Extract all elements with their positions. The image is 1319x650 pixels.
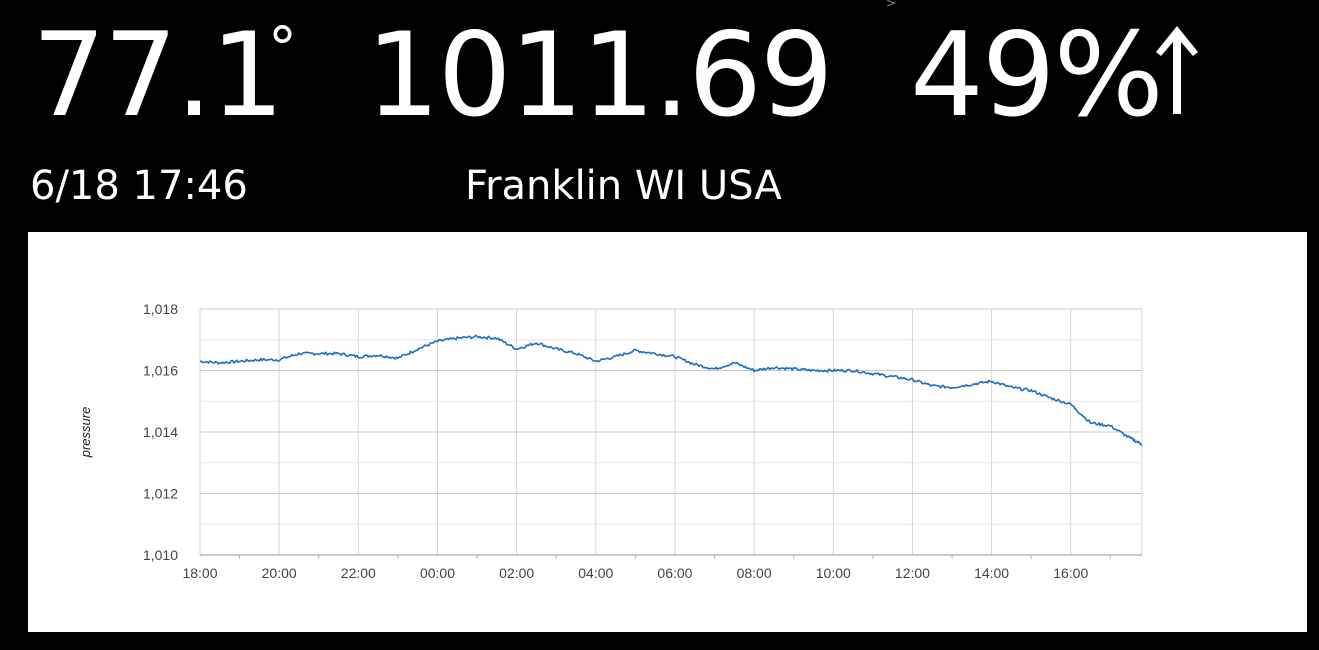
x-tick-label: 18:00 [182,565,217,581]
pressure-series-line [199,334,1143,446]
x-tick-label: 16:00 [1053,565,1088,581]
pressure-value: 1011.69 [366,8,834,143]
chart-grid [199,308,1143,556]
datetime-label: 6/18 17:46 [30,163,248,209]
x-tick-label: 10:00 [816,565,851,581]
temperature-value: 77.1 [32,8,284,143]
y-tick-label: 1,016 [143,363,178,379]
x-tick-label: 22:00 [341,565,376,581]
pressure-chart-panel: 1,010 1,012 1,014 1,016 1,018 18:00 20:00 22:00… [28,232,1307,632]
x-tick-label: 14:00 [974,565,1009,581]
chart-series [199,334,1143,446]
arrow-up-icon [1156,26,1198,114]
degree-symbol: ° [268,14,297,82]
x-tick-label: 06:00 [657,565,692,581]
pressure-chart: 1,010 1,012 1,014 1,016 1,018 18:00 20:00 22:00… [78,301,1143,581]
y-tick-label: 1,014 [143,424,178,440]
humidity-value: 49% [910,8,1164,143]
x-tick-label: 02:00 [499,565,534,581]
top-mark: > [886,0,897,10]
y-tick-label: 1,012 [143,486,178,502]
chart-axes: 1,010 1,012 1,014 1,016 1,018 18:00 20:00 22:00… [143,301,1142,581]
x-tick-label: 08:00 [737,565,772,581]
x-tick-label: 00:00 [420,565,455,581]
x-tick-label: 12:00 [895,565,930,581]
x-tick-label: 20:00 [262,565,297,581]
x-tick-label: 04:00 [578,565,613,581]
y-tick-label: 1,010 [143,547,178,563]
y-tick-label: 1,018 [143,301,178,317]
y-axis-label: pressure [78,407,93,459]
location-label: Franklin WI USA [465,163,782,209]
